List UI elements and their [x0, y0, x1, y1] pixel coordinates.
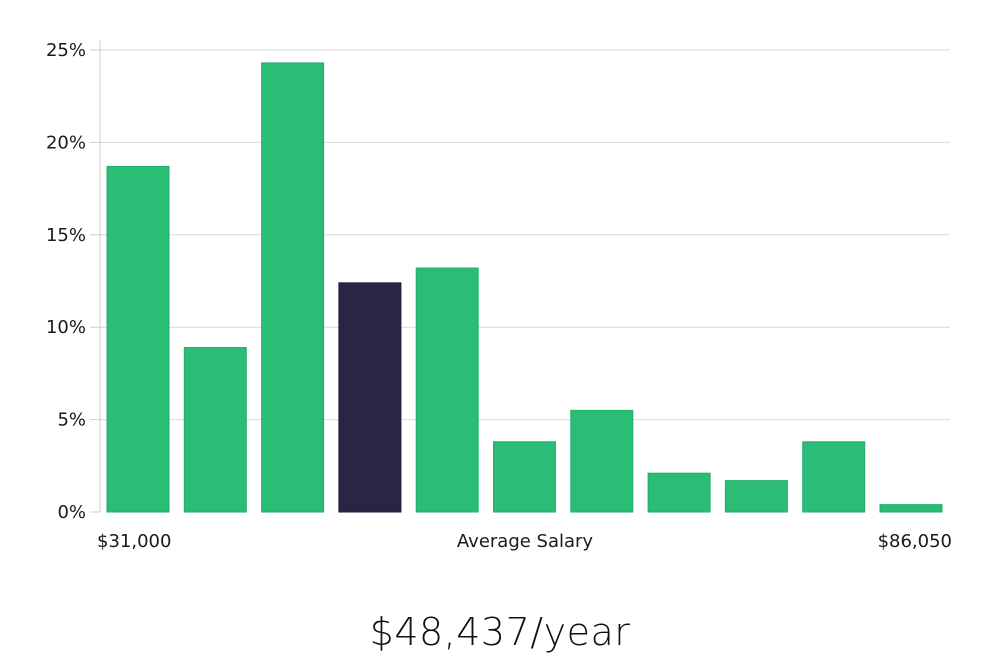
average-salary-headline: $48,437/year	[369, 610, 631, 654]
bar	[570, 409, 634, 513]
bar	[724, 480, 788, 513]
bar	[183, 347, 247, 513]
x-axis-title: Average Salary	[457, 531, 594, 552]
bar	[415, 267, 479, 513]
x-axis-min-label: $31,000	[97, 531, 171, 552]
y-axis-ticks: 0% 5% 10% 15% 20% 25%	[46, 40, 100, 523]
y-tick-label: 25%	[46, 40, 86, 61]
bar	[647, 472, 711, 513]
bar	[261, 62, 325, 513]
bar	[879, 504, 943, 513]
y-tick-label: 0%	[57, 502, 86, 523]
bars	[106, 62, 943, 513]
y-tick-label: 20%	[46, 132, 86, 153]
grid-lines	[100, 49, 950, 421]
y-tick-label: 10%	[46, 317, 86, 338]
bar	[493, 441, 556, 513]
bar	[106, 165, 170, 513]
y-tick-label: 5%	[57, 410, 86, 431]
highlighted-bar	[338, 282, 402, 513]
y-tick-label: 15%	[46, 225, 86, 246]
bar	[802, 441, 866, 513]
x-axis-max-label: $86,050	[878, 531, 952, 552]
salary-histogram: 0%5%10%15%20%25% $31,000 Average Salary …	[46, 40, 952, 552]
